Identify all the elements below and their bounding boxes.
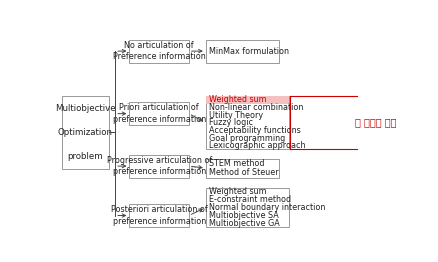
Text: Acceptability functions: Acceptability functions <box>209 126 301 135</box>
Text: Weighted sum: Weighted sum <box>209 95 267 104</box>
Text: 본 연구에 적용: 본 연구에 적용 <box>355 118 396 128</box>
Bar <box>206 96 289 104</box>
Text: No articulation of: No articulation of <box>124 41 194 50</box>
Text: Weighted sum: Weighted sum <box>209 187 267 196</box>
Bar <box>130 155 189 178</box>
Text: Non-linear combination: Non-linear combination <box>209 103 304 112</box>
Bar <box>130 204 189 227</box>
Text: problem: problem <box>67 152 103 161</box>
Text: Multiobjective: Multiobjective <box>55 103 116 113</box>
Bar <box>206 96 289 149</box>
Text: Progressive articulation of: Progressive articulation of <box>106 156 212 165</box>
Text: Fuzzy logic: Fuzzy logic <box>209 118 253 127</box>
Text: Normal boundary interaction: Normal boundary interaction <box>209 203 325 212</box>
Text: STEM method: STEM method <box>209 159 264 168</box>
Text: Goal programming: Goal programming <box>209 134 286 143</box>
Text: Method of Steuer: Method of Steuer <box>209 168 279 177</box>
Bar <box>206 40 279 63</box>
Text: preference information: preference information <box>113 115 206 124</box>
Bar <box>130 40 189 63</box>
Text: preference information: preference information <box>113 217 206 226</box>
Text: Preference information: Preference information <box>113 52 205 61</box>
Text: preference information: preference information <box>113 167 206 176</box>
Bar <box>61 96 109 169</box>
Bar <box>206 188 289 227</box>
Text: Posteriori articulation of: Posteriori articulation of <box>111 205 208 214</box>
Text: Optimization: Optimization <box>58 128 113 137</box>
Text: Multiobjective SA: Multiobjective SA <box>209 211 279 220</box>
Text: Multiobjective GA: Multiobjective GA <box>209 219 280 228</box>
Text: MinMax formulation: MinMax formulation <box>209 47 289 56</box>
Bar <box>130 102 189 125</box>
Text: E-constraint method: E-constraint method <box>209 195 291 204</box>
Text: Priori articulation of: Priori articulation of <box>119 103 199 112</box>
Bar <box>206 159 279 178</box>
Text: Lexicographic approach: Lexicographic approach <box>209 141 306 150</box>
Text: Utility Theory: Utility Theory <box>209 111 263 119</box>
